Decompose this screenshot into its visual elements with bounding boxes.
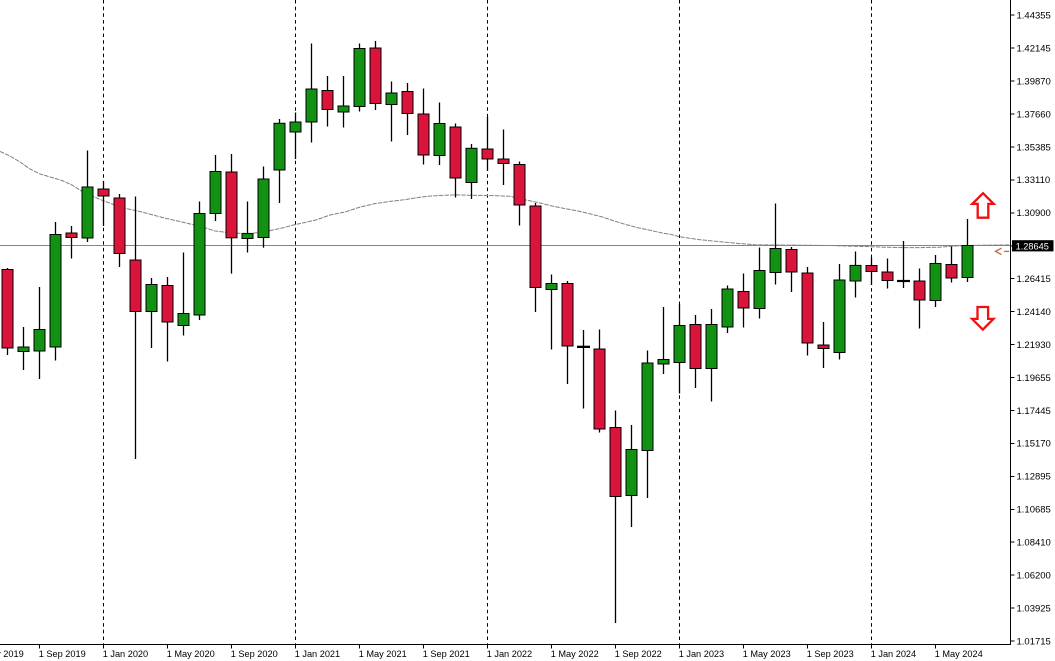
- svg-text:1.33110: 1.33110: [1017, 175, 1051, 186]
- svg-text:1.08410: 1.08410: [1017, 538, 1051, 549]
- svg-text:1.42145: 1.42145: [1017, 43, 1051, 54]
- svg-text:1 May 2024: 1 May 2024: [935, 649, 983, 659]
- svg-text:1.24140: 1.24140: [1017, 307, 1051, 318]
- svg-text:1 May 2022: 1 May 2022: [551, 649, 599, 659]
- svg-text:1 May 2020: 1 May 2020: [167, 649, 215, 659]
- svg-text:1 Jan 2021: 1 Jan 2021: [295, 649, 340, 659]
- svg-text:1.17445: 1.17445: [1017, 406, 1051, 417]
- svg-text:1.15170: 1.15170: [1017, 439, 1051, 450]
- svg-text:1.35385: 1.35385: [1017, 142, 1051, 153]
- svg-text:1 May 2023: 1 May 2023: [743, 649, 791, 659]
- svg-text:1 Sep 2020: 1 Sep 2020: [231, 649, 278, 659]
- svg-text:1.44355: 1.44355: [1017, 11, 1051, 22]
- svg-text:1 Sep 2019: 1 Sep 2019: [39, 649, 86, 659]
- svg-text:1 May 2019: 1 May 2019: [0, 649, 24, 659]
- svg-text:1.03925: 1.03925: [1017, 603, 1051, 614]
- svg-text:1.26415: 1.26415: [1017, 274, 1051, 285]
- svg-text:1.21930: 1.21930: [1017, 340, 1051, 351]
- svg-text:1 Sep 2022: 1 Sep 2022: [615, 649, 662, 659]
- svg-text:1.28645: 1.28645: [1016, 241, 1049, 251]
- svg-text:1 Jan 2024: 1 Jan 2024: [871, 649, 916, 659]
- svg-text:1.10685: 1.10685: [1017, 505, 1051, 516]
- svg-text:1.19655: 1.19655: [1017, 373, 1051, 384]
- svg-text:1 Jan 2023: 1 Jan 2023: [679, 649, 724, 659]
- svg-text:1 Jan 2020: 1 Jan 2020: [103, 649, 148, 659]
- svg-text:1 May 2021: 1 May 2021: [359, 649, 407, 659]
- svg-text:1.06200: 1.06200: [1017, 571, 1051, 582]
- svg-text:1.30900: 1.30900: [1017, 208, 1051, 219]
- svg-text:1.12895: 1.12895: [1017, 472, 1051, 483]
- svg-text:1.39870: 1.39870: [1017, 76, 1051, 87]
- svg-text:1 Jan 2022: 1 Jan 2022: [487, 649, 532, 659]
- svg-text:1 Sep 2021: 1 Sep 2021: [423, 649, 470, 659]
- svg-text:1 Sep 2023: 1 Sep 2023: [807, 649, 854, 659]
- svg-text:1.01715: 1.01715: [1017, 636, 1051, 647]
- svg-text:1.37660: 1.37660: [1017, 109, 1051, 120]
